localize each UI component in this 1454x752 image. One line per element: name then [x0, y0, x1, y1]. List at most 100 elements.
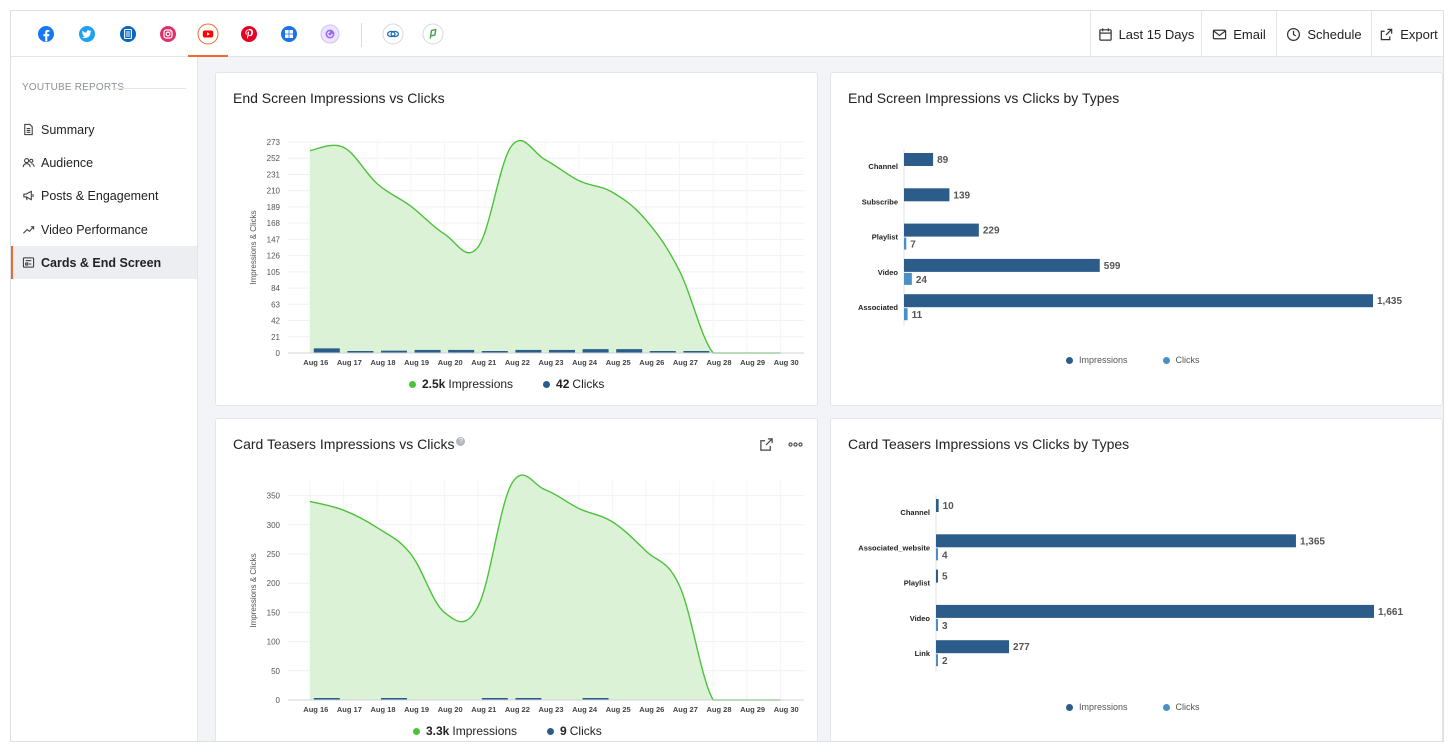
x-tick-label: Aug 20	[438, 358, 463, 367]
clicks-value-label: 11	[912, 310, 923, 321]
impressions-bar	[904, 153, 934, 166]
x-tick-label: Aug 22	[505, 358, 530, 367]
y-tick-label: 105	[267, 268, 281, 277]
category-label: Associated_website	[858, 543, 930, 552]
card-title: End Screen Impressions vs Clicks	[233, 90, 445, 106]
legend-clicks[interactable]: Clicks	[1162, 702, 1200, 712]
legend-impressions[interactable]: Impressions	[1066, 355, 1128, 365]
legend-clicks[interactable]: 42 Clicks	[543, 377, 604, 391]
y-tick-label: 147	[267, 235, 281, 244]
y-tick-label: 350	[267, 492, 281, 501]
impressions-bar	[904, 258, 1100, 272]
x-tick-label: Aug 24	[572, 705, 598, 714]
zoho-connect-icon[interactable]	[382, 23, 404, 45]
zoho-pages-icon[interactable]	[422, 23, 444, 45]
x-tick-label: Aug 18	[370, 358, 395, 367]
clicks-bar	[347, 351, 374, 353]
y-tick-label: 63	[271, 300, 280, 309]
clicks-bar	[549, 349, 575, 353]
open-external-icon[interactable]	[759, 437, 774, 452]
impressions-value-label: 1,435	[1377, 296, 1402, 307]
legend-impressions[interactable]: 3.3k Impressions	[413, 724, 517, 738]
impressions-total: 2.5k	[422, 377, 446, 391]
clicks-value-label: 7	[910, 240, 916, 251]
sidebar-item-cards-end-screen[interactable]: Cards & End Screen	[11, 246, 197, 279]
y-tick-label: 50	[271, 667, 280, 676]
x-tick-label: Aug 17	[337, 705, 362, 714]
sidebar-item-label: Posts & Engagement	[41, 188, 159, 203]
sidebar-heading-divider	[114, 88, 186, 89]
category-label: Channel	[868, 162, 898, 171]
y-tick-label: 168	[267, 219, 281, 228]
legend-impressions[interactable]: 2.5k Impressions	[409, 377, 513, 391]
impressions-bar	[904, 188, 950, 202]
x-tick-label: Aug 22	[505, 705, 530, 714]
linkedin-pages-icon[interactable]	[117, 23, 139, 45]
sidebar-item-summary[interactable]: Summary	[11, 113, 197, 146]
y-axis-label: Impressions & Clicks	[249, 210, 258, 284]
sidebar-item-posts-engagement[interactable]: Posts & Engagement	[11, 179, 197, 212]
legend-dot	[409, 381, 416, 389]
trend-up-icon	[23, 226, 35, 234]
y-tick-label: 250	[267, 550, 281, 559]
x-tick-label: Aug 26	[639, 705, 664, 714]
youtube-icon[interactable]	[197, 23, 219, 45]
impressions-value-label: 599	[1104, 261, 1121, 272]
impressions-bar	[936, 640, 1010, 654]
help-icon[interactable]: ?	[456, 437, 466, 447]
x-tick-label: Aug 19	[404, 358, 429, 367]
clock-icon	[1287, 27, 1301, 41]
card-actions	[759, 437, 803, 452]
twitter-icon[interactable]	[76, 23, 98, 45]
email-button[interactable]: Email	[1201, 11, 1276, 57]
clicks-label: Clicks	[1175, 702, 1200, 712]
legend-impressions[interactable]: Impressions	[1066, 702, 1128, 712]
date-range-button[interactable]: Last 15 Days	[1090, 11, 1201, 57]
sidebar-item-audience[interactable]: Audience	[11, 146, 197, 179]
pinterest-icon[interactable]	[238, 23, 260, 45]
sidebar-item-label: Video Performance	[41, 222, 148, 237]
x-tick-label: Aug 20	[438, 705, 463, 714]
impressions-area	[310, 475, 781, 700]
y-tick-label: 231	[267, 170, 281, 179]
threads-icon[interactable]	[319, 23, 341, 45]
impressions-value-label: 10	[943, 501, 955, 512]
sidebar-item-video-performance[interactable]: Video Performance	[11, 213, 197, 246]
y-axis-label: Impressions & Clicks	[249, 553, 258, 627]
end-screen-types-chart-card: End Screen Impressions vs Clicks by Type…	[830, 72, 1443, 406]
y-tick-label: 210	[267, 187, 281, 196]
y-tick-label: 200	[267, 579, 281, 588]
schedule-button[interactable]: Schedule	[1276, 11, 1371, 57]
x-tick-label: Aug 29	[740, 705, 765, 714]
clicks-bar	[313, 348, 340, 353]
google-business-icon[interactable]	[278, 23, 300, 45]
impressions-bar	[936, 569, 938, 583]
x-tick-label: Aug 27	[673, 705, 698, 714]
x-tick-label: Aug 30	[774, 358, 799, 367]
clicks-bar	[936, 654, 938, 667]
end-screen-area-chart: 0 21 42 63 84 105 126 147 168 189 210 231 252 273 Impr…	[249, 138, 804, 367]
x-tick-label: Aug 23	[538, 705, 563, 714]
impressions-label: Impressions	[452, 724, 518, 738]
instagram-icon[interactable]	[157, 23, 179, 45]
clicks-label: Clicks	[569, 724, 602, 738]
more-options-icon[interactable]	[788, 437, 803, 452]
impressions-label: Impressions	[1079, 355, 1128, 365]
clicks-value-label: 24	[916, 275, 928, 286]
x-tick-label: Aug 25	[606, 705, 631, 714]
impressions-value-label: 1,365	[1300, 536, 1325, 547]
legend-dot	[413, 728, 420, 736]
legend-dot	[1162, 357, 1170, 365]
x-tick-label: Aug 17	[337, 358, 362, 367]
impressions-bar	[904, 223, 979, 237]
export-button[interactable]: Export	[1371, 11, 1443, 57]
facebook-icon[interactable]	[35, 23, 57, 45]
legend-clicks[interactable]: Clicks	[1162, 355, 1200, 365]
y-tick-label: 189	[267, 203, 281, 212]
legend-clicks[interactable]: 9 Clicks	[547, 724, 602, 738]
chart-legend: 2.5k Impressions 42 Clicks	[409, 377, 604, 391]
sidebar-item-label: Audience	[41, 155, 94, 170]
clicks-bar	[381, 698, 407, 700]
x-tick-label: Aug 28	[706, 358, 731, 367]
card-title: Card Teasers Impressions vs Clicks by Ty…	[848, 436, 1130, 452]
